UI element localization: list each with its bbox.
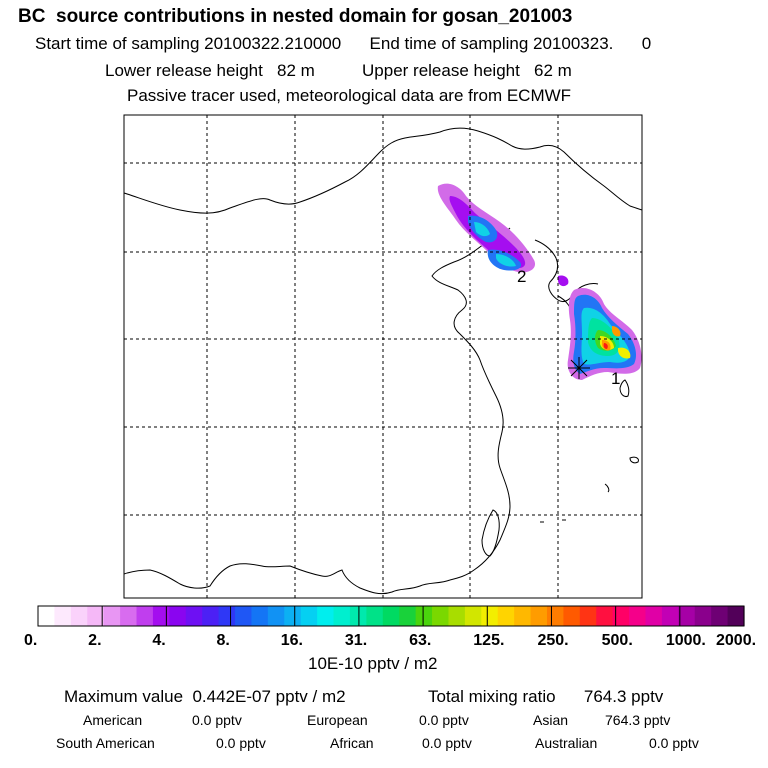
colorbar-cell — [284, 606, 302, 626]
colorbar-tick-label: 250. — [537, 632, 568, 649]
colorbar-tick-label: 8. — [217, 632, 230, 649]
colorbar-cell — [612, 606, 630, 626]
total-mixing-ratio: Total mixing ratio 764.3 pptv — [428, 687, 664, 706]
colorbar-tick-label: 2. — [88, 632, 101, 649]
plume-korea-yellow-b — [618, 347, 631, 359]
colorbar-cell — [251, 606, 269, 626]
colorbar-cell — [432, 606, 450, 626]
plume-korea-orange-b — [612, 326, 621, 337]
colorbar-frame — [37, 605, 745, 627]
china-coast — [431, 227, 511, 581]
colorbar-tick-label: 16. — [281, 632, 303, 649]
colorbar-cell — [596, 606, 614, 626]
colorbar-cell — [727, 606, 745, 626]
receptor-star-icon — [568, 357, 590, 379]
colorbar-unit-label: 10E-10 pptv / m2 — [308, 654, 438, 673]
region-name-african: African — [330, 735, 374, 751]
colorbar-cell — [103, 606, 121, 626]
region-name-european: European — [307, 712, 368, 728]
colorbar-cell — [235, 606, 253, 626]
colorbar-cell — [317, 606, 335, 626]
jeju-island — [619, 379, 630, 397]
plume-north-cyan-a — [474, 222, 490, 237]
colorbar-cell — [382, 606, 400, 626]
colorbar-cell — [169, 606, 187, 626]
region-value-american: 0.0 pptv — [192, 712, 242, 728]
map-frame — [123, 114, 643, 599]
colorbar-cell — [530, 606, 548, 626]
region-value-african: 0.0 pptv — [422, 735, 472, 751]
colorbar-cell — [563, 606, 581, 626]
colorbar-cell — [629, 606, 647, 626]
colorbar-tick-label: 1000. — [666, 632, 706, 649]
colorbar-cell — [218, 606, 236, 626]
colorbar-cell — [711, 606, 729, 626]
colorbar-cell — [464, 606, 482, 626]
receptor-label-1: 1 — [611, 369, 620, 388]
colorbar-cell — [333, 606, 351, 626]
taiwan — [481, 509, 500, 557]
colorbar-cell — [38, 606, 56, 626]
colorbar-cell — [70, 606, 88, 626]
colorbar-tick-label: 31. — [345, 632, 367, 649]
plume-korea — [567, 287, 642, 380]
plume-korea-red — [603, 343, 608, 349]
map-contents — [124, 115, 642, 598]
region-name-asian: Asian — [533, 712, 569, 728]
colorbar-tick-label: 2000. — [716, 632, 756, 649]
colorbar-cell — [300, 606, 318, 626]
colorbar-cell — [152, 606, 170, 626]
colorbar-cell — [661, 606, 679, 626]
colorbar-cell — [645, 606, 663, 626]
colorbar-cell — [366, 606, 384, 626]
colorbar-cells — [38, 606, 745, 626]
sampling-time-line: Start time of sampling 20100322.210000 E… — [35, 34, 652, 53]
region-name-south-american: South American — [56, 735, 155, 751]
colorbar-cell — [546, 606, 564, 626]
northern-border — [124, 127, 642, 214]
region-value-australian: 0.0 pptv — [649, 735, 699, 751]
colorbar-cell — [399, 606, 417, 626]
colorbar-cell — [87, 606, 105, 626]
colorbar-tick-label: 125. — [473, 632, 504, 649]
region-name-american: American — [83, 712, 143, 728]
colorbar-cell — [120, 606, 138, 626]
colorbar-cell — [448, 606, 466, 626]
colorbar-tick-label: 0. — [24, 632, 37, 649]
colorbar-cell — [514, 606, 532, 626]
plume-small-blob — [558, 275, 569, 287]
colorbar-tick-label: 500. — [602, 632, 633, 649]
colorbar-cell — [185, 606, 203, 626]
chart-title: BC source contributions in nested domain… — [18, 6, 573, 27]
colorbar-cell — [579, 606, 597, 626]
colorbar-cell — [54, 606, 72, 626]
colorbar-cell — [136, 606, 154, 626]
colorbar-cell — [267, 606, 285, 626]
colorbar-cell — [678, 606, 696, 626]
colorbar-cell — [415, 606, 433, 626]
region-value-asian: 764.3 pptv — [605, 712, 671, 728]
region-name-australian: Australian — [535, 735, 598, 751]
colorbar-cell — [497, 606, 515, 626]
southern-border — [124, 563, 451, 595]
colorbar-tick-label: 4. — [152, 632, 165, 649]
colorbar-tick-label: 63. — [409, 632, 431, 649]
colorbar-cell — [481, 606, 499, 626]
ryukyu-island — [604, 483, 610, 493]
region-value-european: 0.0 pptv — [419, 712, 469, 728]
tracer-info-line: Passive tracer used, meteorological data… — [127, 86, 572, 105]
gridlines — [124, 115, 642, 598]
region-value-south-american: 0.0 pptv — [216, 735, 266, 751]
plume-north — [437, 183, 536, 273]
colorbar-cell — [202, 606, 220, 626]
release-height-line: Lower release height 82 m Upper release … — [105, 61, 572, 80]
colorbar-cell — [694, 606, 712, 626]
okinawa-island — [629, 456, 639, 464]
colorbar-tick-labels: 0. 2. 4. 8. 16. 31. 63. 125. 250. 500. 1000. 2000. — [24, 632, 756, 649]
max-value: Maximum value 0.442E-07 pptv / m2 — [64, 687, 346, 706]
plume-north-cyan-b — [496, 254, 516, 267]
receptor-label-2: 2 — [517, 267, 526, 286]
